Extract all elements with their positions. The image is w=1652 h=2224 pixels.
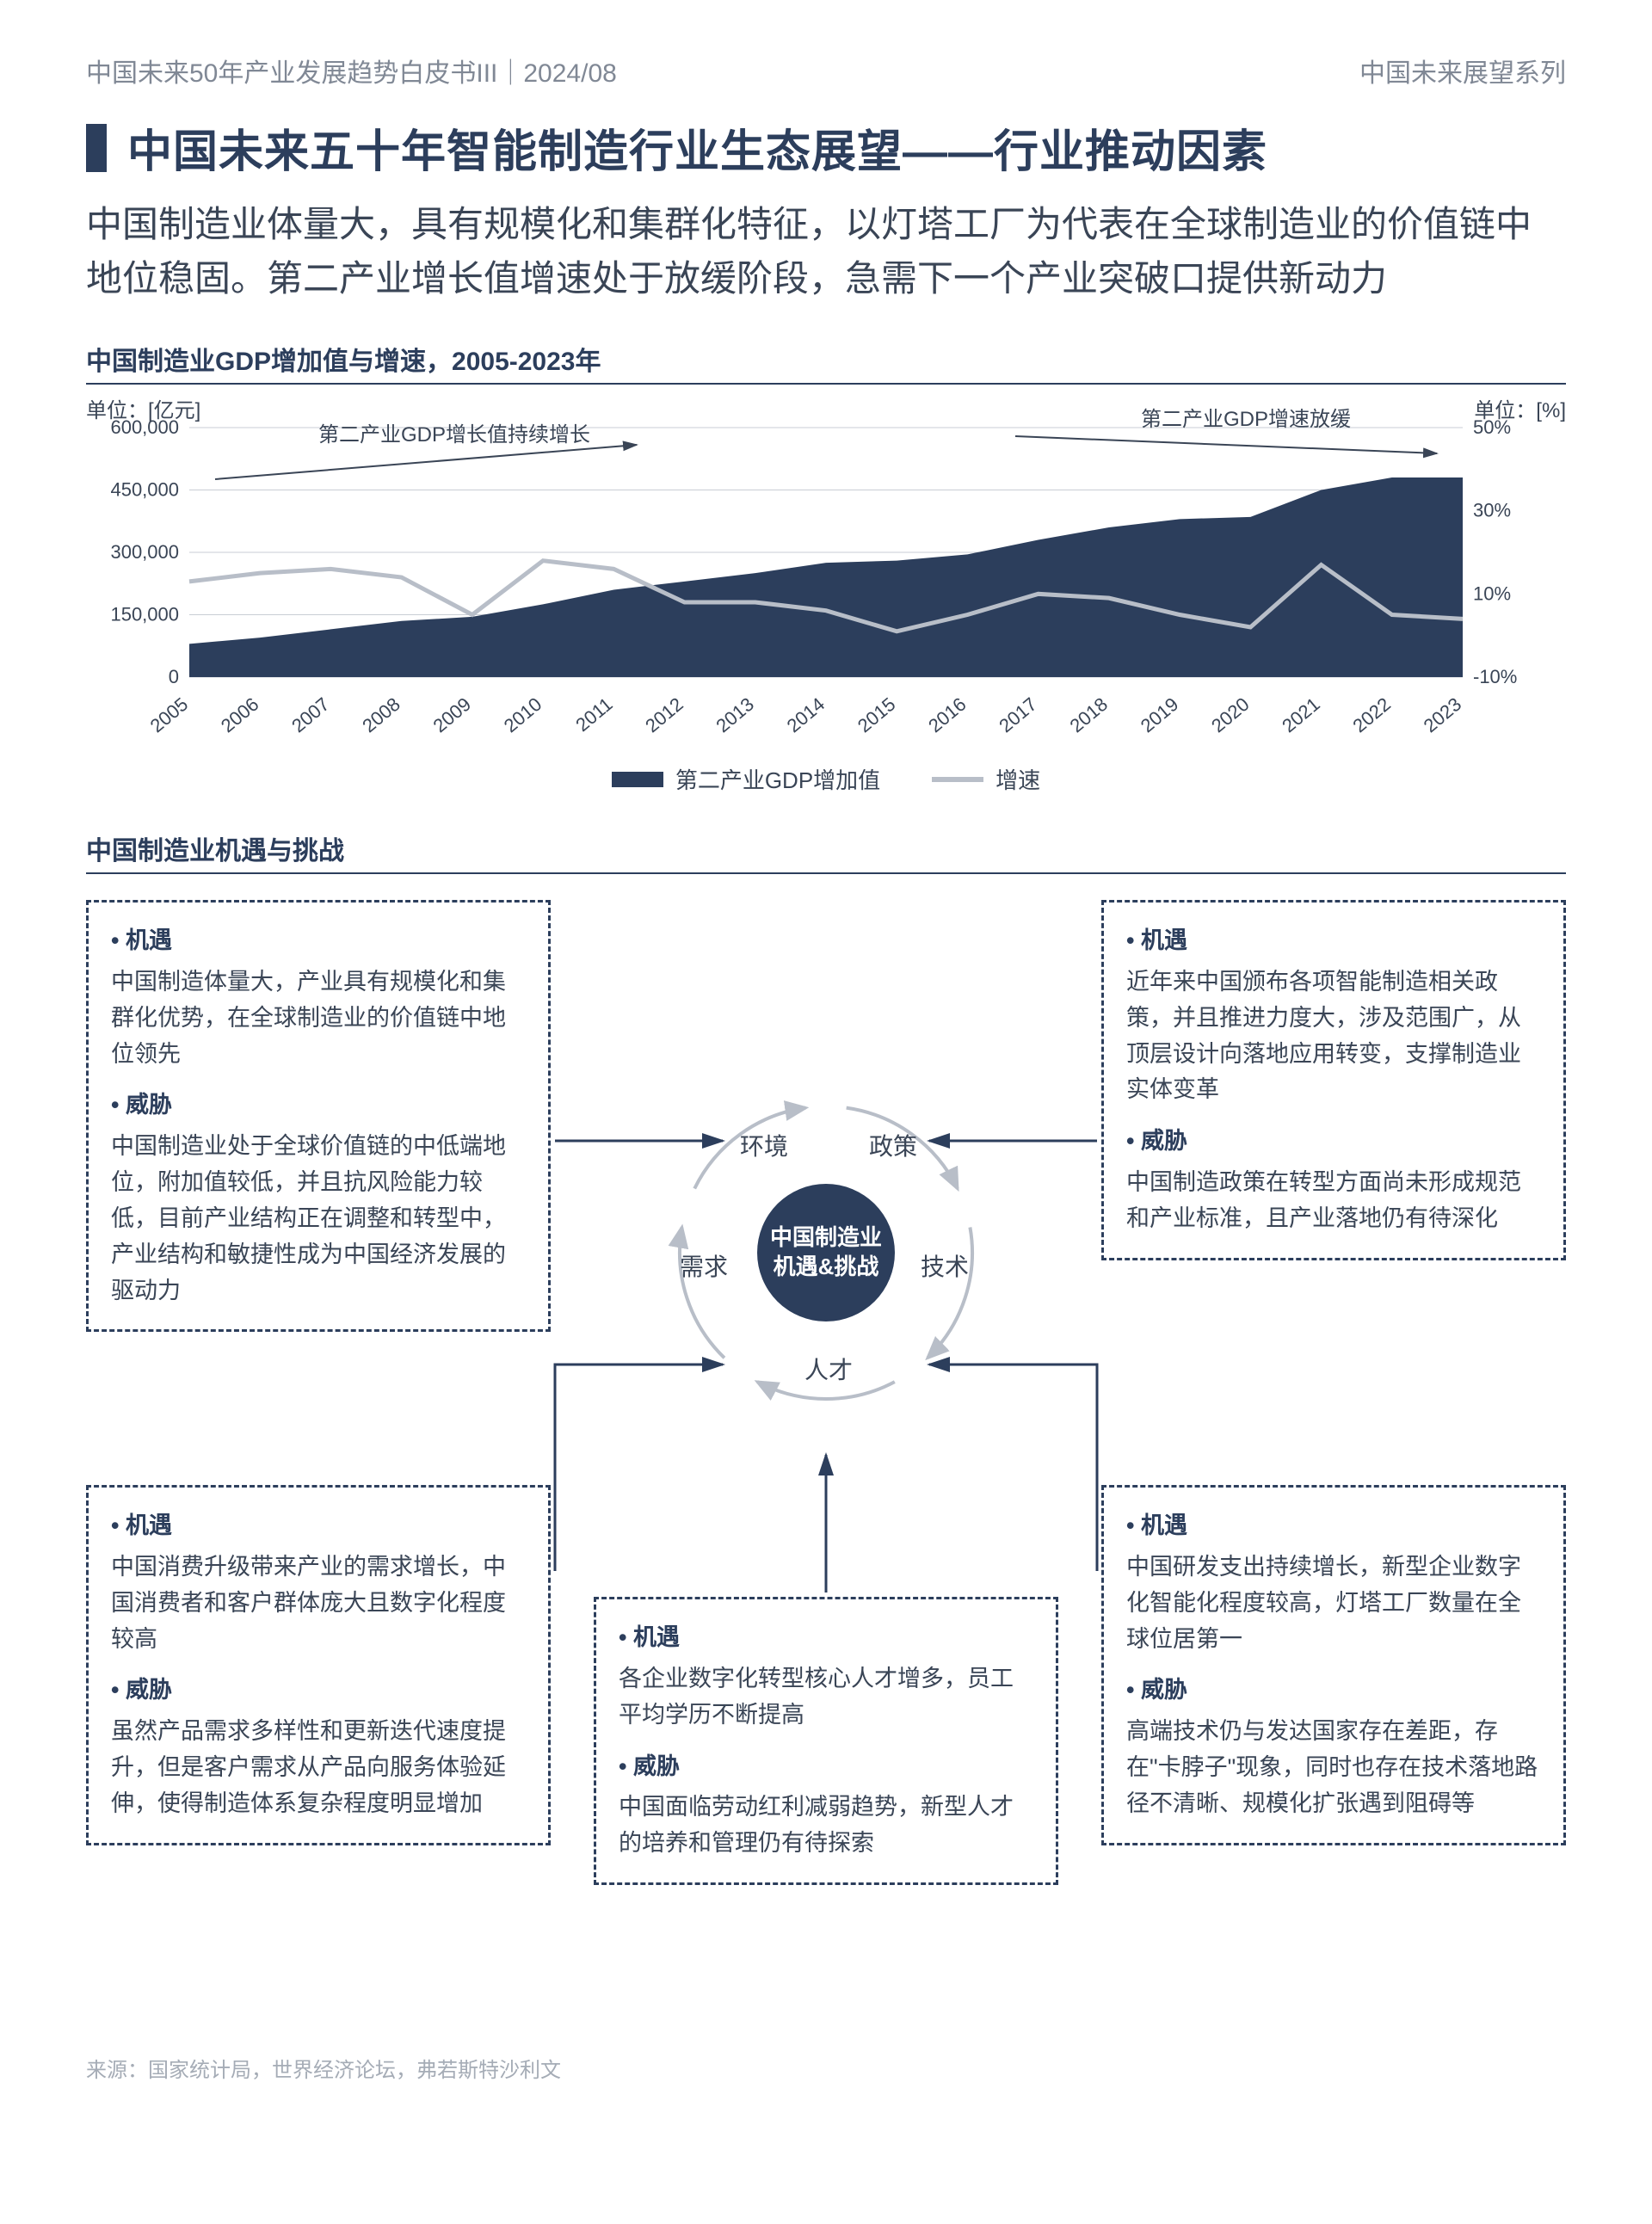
- svg-text:2015: 2015: [854, 693, 900, 737]
- annotation-right: 第二产业GDP增速放缓: [1141, 402, 1351, 432]
- svg-text:300,000: 300,000: [110, 541, 179, 563]
- petal-2: 需求: [680, 1248, 728, 1283]
- opp-body: 中国消费升级带来产业的需求增长，中国消费者和客户群体庞大且数字化程度较高: [111, 1549, 526, 1658]
- box-bottom-left: 机遇 中国消费升级带来产业的需求增长，中国消费者和客户群体庞大且数字化程度较高 …: [86, 1485, 551, 1845]
- svg-text:2023: 2023: [1420, 693, 1466, 737]
- thr-head: 威胁: [619, 1749, 1033, 1785]
- opp-head: 机遇: [111, 1508, 526, 1544]
- svg-text:2010: 2010: [500, 693, 546, 737]
- svg-text:0: 0: [169, 666, 179, 687]
- svg-text:2017: 2017: [995, 693, 1041, 737]
- thr-head: 威胁: [111, 1087, 526, 1124]
- svg-text:150,000: 150,000: [110, 604, 179, 625]
- svg-text:2005: 2005: [146, 693, 193, 737]
- opp-head: 机遇: [1126, 923, 1541, 959]
- svg-text:2013: 2013: [712, 693, 758, 737]
- box-top-left: 机遇 中国制造体量大，产业具有规模化和集群化优势，在全球制造业的价值链中地位领先…: [86, 900, 551, 1332]
- svg-text:2018: 2018: [1066, 693, 1113, 737]
- chart: 单位：[亿元] 单位：[%] 第二产业GDP增长值持续增长 第二产业GDP增速放…: [86, 393, 1566, 737]
- unit-right: 单位：[%]: [1474, 393, 1566, 423]
- annotation-left: 第二产业GDP增长值持续增长: [318, 417, 590, 447]
- opp-head: 机遇: [111, 923, 526, 959]
- thr-body: 高端技术仍与发达国家存在差距，存在"卡脖子"现象，同时也存在技术落地路径不清晰、…: [1126, 1714, 1541, 1822]
- opp-body: 近年来中国颁布各项智能制造相关政策，并且推进力度大，涉及范围广，从顶层设计向落地…: [1126, 964, 1541, 1108]
- svg-text:2020: 2020: [1207, 693, 1254, 737]
- svg-text:-10%: -10%: [1473, 666, 1517, 687]
- svg-text:2011: 2011: [571, 693, 616, 736]
- petal-0: 环境: [740, 1128, 788, 1162]
- legend-line-label: 增速: [996, 763, 1040, 795]
- thr-body: 中国面临劳动红利减弱趋势，新型人才的培养和管理仍有待探索: [619, 1790, 1033, 1862]
- svg-text:2021: 2021: [1278, 693, 1324, 737]
- hub: 中国制造业 机遇&挑战 环境 政策 需求 技术 人才: [628, 1055, 1024, 1451]
- svg-text:2009: 2009: [429, 693, 476, 737]
- opp-head: 机遇: [619, 1620, 1033, 1656]
- legend-line-icon: [932, 777, 983, 782]
- title-row: 中国未来五十年智能制造行业生态展望——行业推动因素: [86, 115, 1566, 180]
- svg-text:30%: 30%: [1473, 500, 1511, 521]
- legend-area: 第二产业GDP增加值: [612, 763, 880, 795]
- boxes-wrap: 机遇 中国制造体量大，产业具有规模化和集群化优势，在全球制造业的价值链中地位领先…: [86, 883, 1566, 2018]
- thr-head: 威胁: [111, 1673, 526, 1709]
- svg-text:2019: 2019: [1137, 693, 1183, 737]
- svg-text:2014: 2014: [783, 693, 829, 737]
- hub-center: 中国制造业 机遇&挑战: [757, 1184, 895, 1321]
- box-top-right: 机遇 近年来中国颁布各项智能制造相关政策，并且推进力度大，涉及范围广，从顶层设计…: [1101, 900, 1566, 1260]
- section2-title: 中国制造业机遇与挑战: [86, 829, 1566, 874]
- chart-svg: 0150,000300,000450,000600,000-10%10%30%5…: [86, 393, 1566, 737]
- opp-body: 中国研发支出持续增长，新型企业数字化智能化程度较高，灯塔工厂数量在全球位居第一: [1126, 1549, 1541, 1658]
- unit-left: 单位：[亿元]: [86, 393, 200, 423]
- opp-body: 各企业数字化转型核心人才增多，员工平均学历不断提高: [619, 1661, 1033, 1734]
- svg-text:2007: 2007: [287, 693, 334, 737]
- legend-line: 增速: [932, 763, 1040, 795]
- header-right: 中国未来展望系列: [1359, 52, 1566, 89]
- svg-text:2008: 2008: [358, 693, 404, 737]
- legend-area-label: 第二产业GDP增加值: [675, 763, 880, 795]
- subtitle: 中国制造业体量大，具有规模化和集群化特征，以灯塔工厂为代表在全球制造业的价值链中…: [86, 197, 1566, 305]
- box-bottom-center: 机遇 各企业数字化转型核心人才增多，员工平均学历不断提高 威胁 中国面临劳动红利…: [594, 1597, 1058, 1885]
- thr-head: 威胁: [1126, 1673, 1541, 1709]
- petal-1: 政策: [869, 1128, 917, 1162]
- opp-body: 中国制造体量大，产业具有规模化和集群化优势，在全球制造业的价值链中地位领先: [111, 964, 526, 1073]
- svg-text:2016: 2016: [924, 693, 971, 737]
- opp-head: 机遇: [1126, 1508, 1541, 1544]
- chart-title: 中国制造业GDP增加值与增速，2005-2023年: [86, 340, 1566, 385]
- box-bottom-right: 机遇 中国研发支出持续增长，新型企业数字化智能化程度较高，灯塔工厂数量在全球位居…: [1101, 1485, 1566, 1845]
- thr-head: 威胁: [1126, 1124, 1541, 1160]
- svg-text:2012: 2012: [641, 693, 687, 737]
- page-title: 中国未来五十年智能制造行业生态展望——行业推动因素: [127, 115, 1267, 180]
- legend-area-icon: [612, 772, 663, 787]
- petal-4: 人才: [804, 1352, 853, 1386]
- footer: 来源：国家统计局，世界经济论坛，弗若斯特沙利文: [86, 2053, 1566, 2083]
- hub-center-label: 中国制造业 机遇&挑战: [770, 1223, 882, 1282]
- header-left: 中国未来50年产业发展趋势白皮书III｜2024/08: [86, 52, 617, 89]
- svg-text:450,000: 450,000: [110, 479, 179, 501]
- svg-text:2022: 2022: [1348, 693, 1395, 737]
- thr-body: 中国制造政策在转型方面尚未形成规范和产业标准，且产业落地仍有待深化: [1126, 1165, 1541, 1237]
- page: 中国未来50年产业发展趋势白皮书III｜2024/08 中国未来展望系列 中国未…: [0, 0, 1652, 2117]
- header-row: 中国未来50年产业发展趋势白皮书III｜2024/08 中国未来展望系列: [86, 52, 1566, 89]
- thr-body: 中国制造业处于全球价值链的中低端地位，附加值较低，并且抗风险能力较低，目前产业结…: [111, 1129, 526, 1309]
- thr-body: 虽然产品需求多样性和更新迭代速度提升，但是客户需求从产品向服务体验延伸，使得制造…: [111, 1714, 526, 1822]
- svg-text:10%: 10%: [1473, 582, 1511, 604]
- title-bar-icon: [86, 124, 107, 172]
- svg-text:2006: 2006: [217, 693, 263, 737]
- legend: 第二产业GDP增加值 增速: [86, 763, 1566, 795]
- petal-3: 技术: [921, 1248, 969, 1283]
